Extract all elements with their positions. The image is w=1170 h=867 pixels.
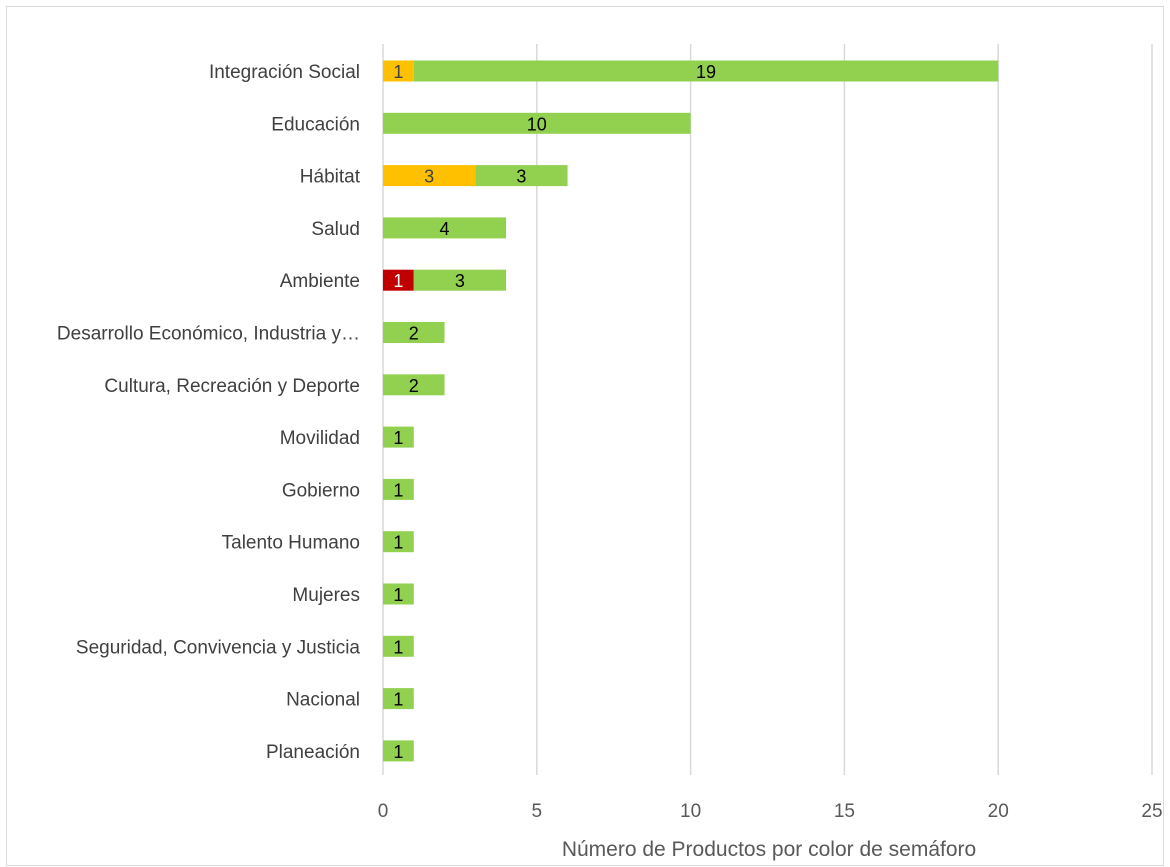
x-tick-label: 10 (680, 801, 701, 822)
data-label: 3 (455, 271, 465, 291)
category-label: Planeación (266, 742, 360, 763)
data-label: 1 (393, 742, 403, 762)
bar-green (383, 426, 414, 448)
category-labels: Integración Social Educación Hábitat Salud A… (57, 62, 361, 763)
data-label: 1 (393, 271, 403, 291)
data-label: 3 (516, 167, 526, 187)
bar-green (383, 688, 414, 710)
bar-green (383, 531, 414, 553)
x-tick-labels: 0 5 10 15 20 25 (378, 801, 1163, 822)
x-tick-label: 0 (378, 801, 389, 822)
x-tick-label: 15 (834, 801, 855, 822)
x-tick-label: 25 (1141, 801, 1162, 822)
bar-green (383, 217, 507, 239)
category-label: Mujeres (292, 585, 360, 606)
x-axis-title: Número de Productos por color de semáfor… (562, 838, 976, 861)
bar-yellow (383, 60, 414, 82)
category-label: Nacional (286, 690, 360, 711)
category-label: Integración Social (209, 62, 360, 83)
data-label: 1 (393, 690, 403, 710)
data-label: 1 (393, 480, 403, 500)
bar-green (383, 740, 414, 762)
category-label: Movilidad (280, 428, 360, 449)
bar-green (383, 635, 414, 657)
gridlines (382, 44, 1153, 775)
bar-yellow (383, 165, 476, 187)
data-label: 1 (393, 585, 403, 605)
data-label: 1 (393, 62, 403, 82)
data-label: 10 (527, 114, 547, 134)
category-label: Hábitat (300, 167, 361, 188)
bar-green (475, 165, 568, 187)
category-label: Salud (311, 219, 360, 240)
data-label: 3 (424, 167, 434, 187)
bar-green (383, 374, 445, 396)
bar-green (383, 583, 414, 605)
bar-red (383, 269, 414, 291)
category-label: Educación (271, 114, 360, 135)
category-label: Seguridad, Convivencia y Justicia (76, 637, 361, 658)
category-label: Gobierno (282, 480, 360, 501)
data-label: 1 (393, 428, 403, 448)
data-label: 2 (409, 376, 419, 396)
data-label: 1 (393, 533, 403, 553)
x-tick-label: 20 (988, 801, 1009, 822)
category-label: Talento Humano (222, 533, 360, 554)
bar-green (413, 269, 507, 291)
category-label: Desarrollo Económico, Industria y… (57, 324, 360, 345)
category-label: Ambiente (280, 271, 360, 292)
data-label: 4 (440, 219, 450, 239)
bars: 1 19 10 3 3 4 1 3 2 2 1 1 1 1 1 1 1 (383, 60, 999, 762)
bar-green (383, 322, 445, 343)
category-label: Cultura, Recreación y Deporte (104, 376, 360, 397)
data-label: 2 (409, 324, 419, 344)
bar-green (383, 478, 414, 500)
bar-green (383, 112, 691, 134)
data-label: 19 (696, 62, 716, 82)
x-tick-label: 5 (532, 801, 543, 822)
bar-green (413, 60, 999, 82)
chart-area (6, 6, 1164, 866)
data-label: 1 (393, 637, 403, 657)
